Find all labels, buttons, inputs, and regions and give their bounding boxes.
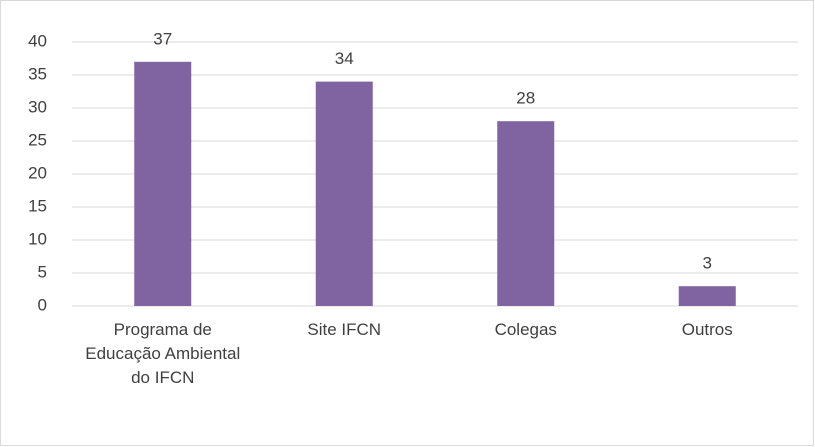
- data-label: 34: [335, 49, 354, 68]
- x-tick-label-box: Site IFCN: [307, 320, 382, 339]
- x-tick-label: Programa de Educação Ambiental do IFCN: [85, 320, 241, 387]
- bar: [315, 81, 373, 306]
- x-tick-label-box: Colegas: [494, 320, 557, 339]
- data-label: 28: [516, 89, 535, 108]
- y-tick-label: 10: [28, 229, 47, 248]
- x-tick-label: Site IFCN: [307, 320, 382, 339]
- y-tick-label: 40: [28, 31, 47, 50]
- bar: [497, 121, 555, 306]
- y-tick-label: 15: [28, 196, 47, 215]
- y-tick-label: 30: [28, 97, 47, 116]
- x-tick-label: Outros: [681, 320, 733, 339]
- x-tick-label-box: Outros: [681, 320, 733, 339]
- data-label: 37: [153, 29, 172, 48]
- y-tick-label: 35: [28, 64, 47, 83]
- x-tick-label-box: Programa de Educação Ambiental do IFCN: [85, 320, 241, 387]
- y-tick-label: 20: [28, 163, 47, 182]
- bar: [134, 61, 192, 306]
- y-tick-label: 5: [38, 262, 47, 281]
- y-tick-label: 25: [28, 130, 47, 149]
- x-tick-label: Colegas: [494, 320, 557, 339]
- y-tick-label: 0: [38, 295, 47, 314]
- bar: [678, 286, 736, 306]
- data-label: 3: [703, 254, 712, 273]
